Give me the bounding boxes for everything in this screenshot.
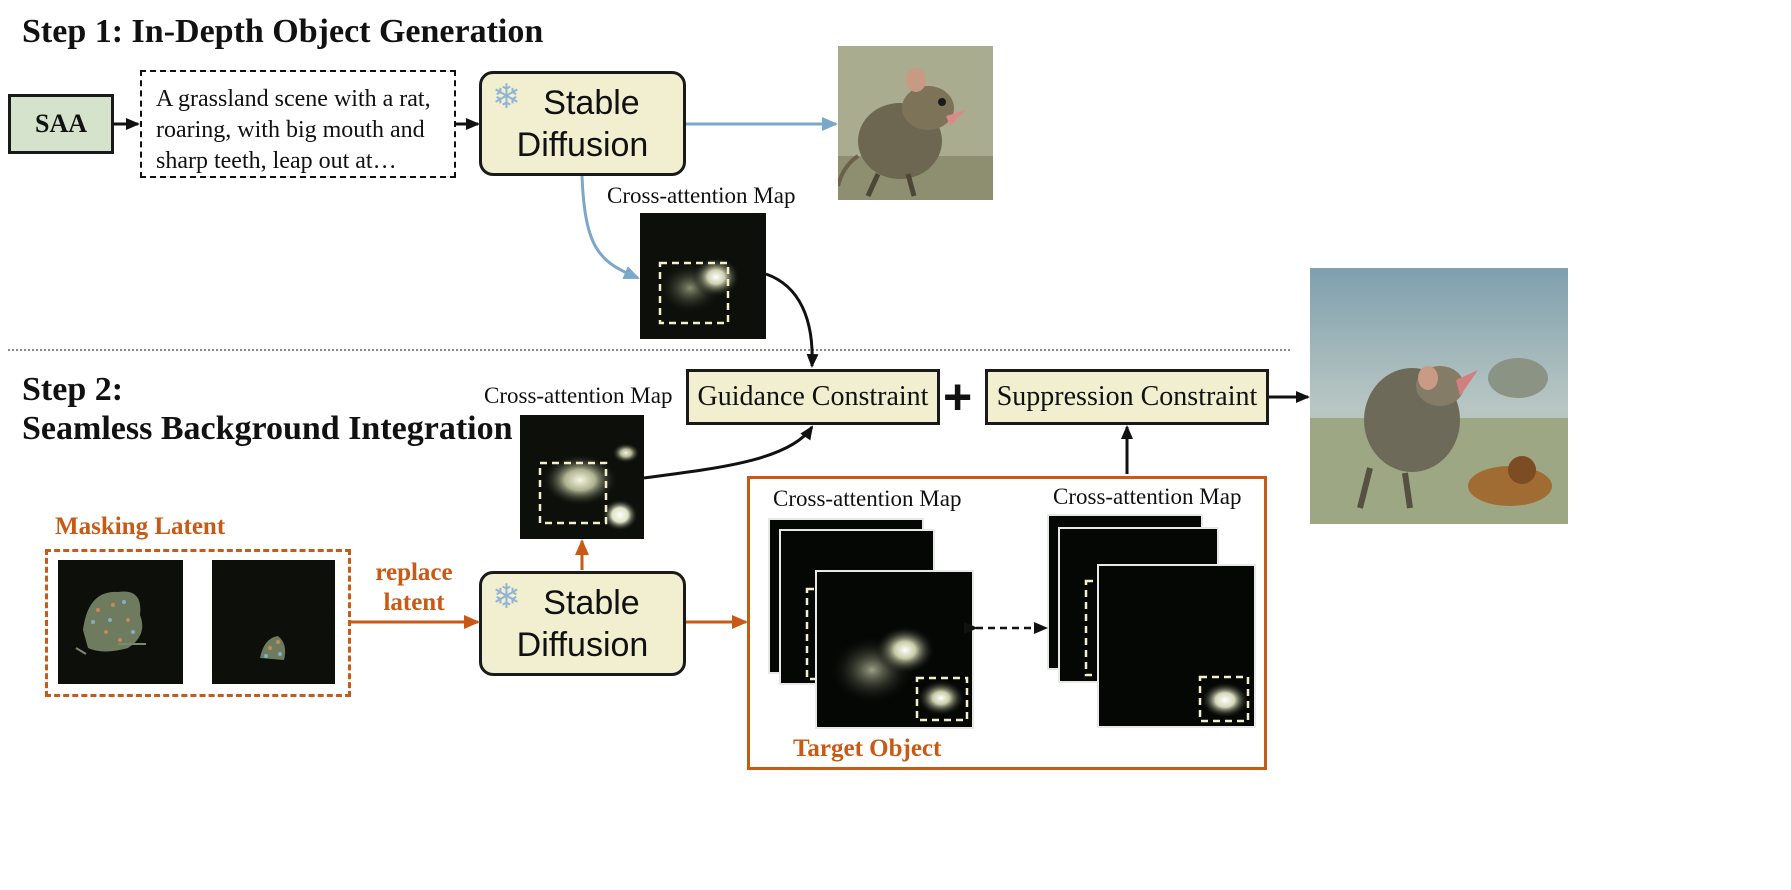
cross-attention-label-mid: Cross-attention Map [484,383,673,408]
stable-diffusion-box-1: Stable Diffusion ❄ [479,71,686,176]
snowflake-icon: ❄ [492,78,521,116]
cross-attention-map-1 [640,213,766,339]
final-output-image [1310,268,1568,524]
step1-title: Step 1: In-Depth Object Generation [22,13,544,50]
attention-map-target [815,570,974,729]
cross-attention-label-left: Cross-attention Map [773,486,962,511]
target-object-label: Target Object [793,735,942,762]
step2-title-line1: Step 2: [22,371,124,408]
guidance-constraint-box: Guidance Constraint [686,369,940,425]
sd1-line1: Stable [543,83,640,122]
saa-box: SAA [8,94,114,154]
snowflake-icon: ❄ [492,578,521,616]
cross-attention-label-right: Cross-attention Map [1053,484,1242,509]
stable-diffusion-box-2: Stable Diffusion ❄ [479,571,686,676]
suppression-constraint-box: Suppression Constraint [985,369,1269,425]
masking-latent-label: Masking Latent [55,513,226,540]
generated-object-image [838,46,993,200]
cross-attention-label-top: Cross-attention Map [607,183,796,208]
replace-label: replace [375,559,453,586]
plus-sign: + [943,369,973,425]
step2-title-line2: Seamless Background Integration [22,410,513,447]
target-region-frame [747,476,1267,770]
latent-label: latent [383,589,445,616]
masking-latent-box [45,549,351,697]
sd2-line2: Diffusion [516,625,649,664]
cross-attention-map-2 [520,415,644,539]
sd2-line1: Stable [543,583,640,622]
masked-latent-1 [58,560,183,684]
sd1-line2: Diffusion [516,125,649,164]
step-divider [8,349,1290,351]
attention-map-suppressed [1097,564,1256,728]
masked-latent-2 [212,560,335,684]
prompt-box: A grassland scene with a rat, roaring, w… [140,70,456,178]
